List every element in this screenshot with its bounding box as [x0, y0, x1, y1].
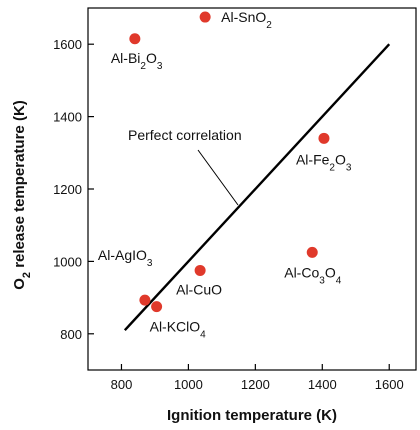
data-point: [139, 294, 151, 306]
y-tick-label: 1600: [53, 37, 82, 52]
data-point: [151, 301, 163, 313]
y-tick-label: 1000: [53, 254, 82, 269]
y-tick-label: 1200: [53, 182, 82, 197]
y-axis-title: O2 release temperature (K): [11, 100, 33, 290]
point-label: Al-AgIO3: [98, 247, 153, 269]
point-label: Al-KClO4: [150, 319, 207, 341]
x-tick-label: 1600: [375, 377, 404, 392]
point-label: Al-Fe2O3: [296, 151, 352, 173]
x-tick-label: 800: [111, 377, 133, 392]
annotation-pointer: [197, 149, 239, 206]
point-label: Al-Bi2O3: [111, 50, 163, 72]
x-tick-label: 1400: [308, 377, 337, 392]
y-tick-label: 800: [60, 327, 82, 342]
data-point: [194, 264, 206, 276]
perfect-correlation-line: [123, 43, 391, 331]
point-label: Al-CuO: [176, 281, 222, 297]
data-point: [199, 11, 211, 23]
data-point: [318, 132, 330, 144]
x-axis-title: Ignition temperature (K): [167, 407, 337, 424]
point-label: Al-SnO2: [221, 9, 272, 31]
data-point: [306, 246, 318, 258]
data-point: [129, 33, 141, 45]
y-tick-label: 1400: [53, 110, 82, 125]
x-tick-label: 1000: [174, 377, 203, 392]
x-tick-label: 1200: [241, 377, 270, 392]
point-label: Al-Co3O4: [284, 264, 341, 286]
annotation-perfect-correlation: Perfect correlation: [128, 127, 242, 143]
